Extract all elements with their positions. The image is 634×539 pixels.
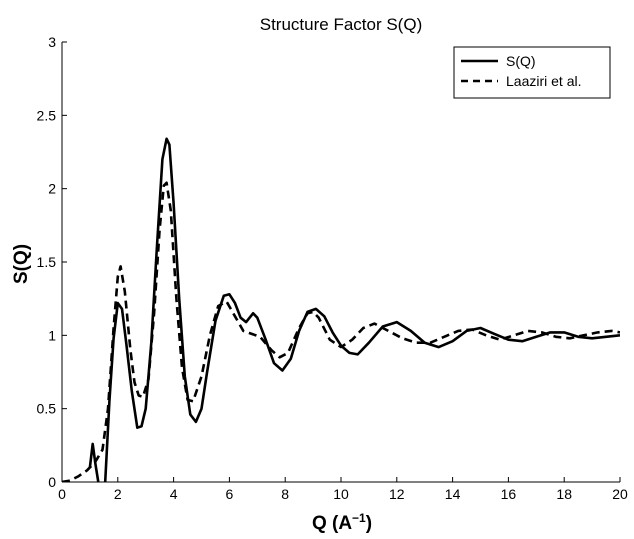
x-tick-label-6: 6 [226,486,234,502]
chart-title: Structure Factor S(Q) [260,15,422,34]
x-tick-label-20: 20 [612,486,628,502]
legend-label-laaziri: Laaziri et al. [506,73,581,89]
x-axis-label: Q (A−1) [312,511,372,534]
x-tick-label-0: 0 [58,486,66,502]
y-tick-label-2.5: 2.5 [37,107,57,123]
x-axis-label-sup: −1 [352,511,366,525]
x-tick-label-2: 2 [114,486,122,502]
x-tick-label-18: 18 [556,486,572,502]
y-tick-label-3: 3 [48,34,56,50]
plot-area: 0 2 4 6 8 10 12 14 16 18 20 0 0.5 1 1.5 2 2.5 3 [37,34,628,502]
x-tick-label-8: 8 [281,486,289,502]
legend-label-sq: S(Q) [506,53,536,69]
x-tick-label-4: 4 [170,486,178,502]
y-tick-label-0: 0 [48,474,56,490]
x-tick-label-16: 16 [501,486,517,502]
series-line-1 [62,181,620,482]
y-axis-label: S(Q) [11,244,32,284]
y-tick-label-0.5: 0.5 [37,401,57,417]
legend-box [453,46,611,99]
x-axis-label-end: ) [366,513,372,534]
series-line-0 [88,137,620,482]
x-tick-label-14: 14 [445,486,461,502]
y-tick-label-2: 2 [48,181,56,197]
y-tick-label-1.5: 1.5 [37,254,57,270]
x-tick-label-12: 12 [389,486,405,502]
x-tick-label-10: 10 [333,486,349,502]
legend: S(Q) Laaziri et al. [453,46,611,99]
x-axis-label-main: Q (A [312,513,352,534]
y-tick-label-1: 1 [48,327,56,343]
